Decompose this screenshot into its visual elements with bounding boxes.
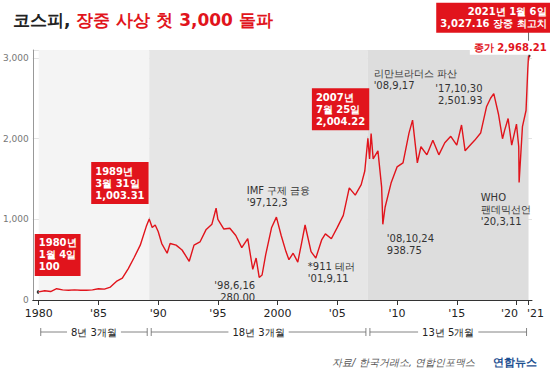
svg-text:코스피,: 코스피, — [13, 10, 70, 30]
svg-text:0: 0 — [23, 295, 29, 305]
svg-text:'20: '20 — [501, 307, 518, 320]
svg-text:13년 5개월: 13년 5개월 — [422, 327, 474, 338]
svg-text:'90: '90 — [150, 307, 167, 320]
svg-text:'15: '15 — [448, 307, 465, 320]
svg-text:'08,9,17: '08,9,17 — [374, 80, 415, 91]
svg-text:WHO: WHO — [481, 192, 506, 203]
svg-text:종가 2,968.21: 종가 2,968.21 — [474, 42, 547, 53]
svg-text:3,000: 3,000 — [3, 53, 29, 63]
svg-text:2,501.93: 2,501.93 — [438, 95, 483, 106]
svg-text:'98,6,16: '98,6,16 — [214, 280, 255, 291]
svg-text:2021년 1월 6일: 2021년 1월 6일 — [468, 6, 547, 17]
svg-text:2,000: 2,000 — [3, 134, 29, 144]
svg-text:1,003.31: 1,003.31 — [95, 190, 144, 201]
svg-text:'97,12,3: '97,12,3 — [247, 197, 288, 208]
svg-text:3월 31일: 3월 31일 — [95, 178, 139, 189]
svg-text:8년 3개월: 8년 3개월 — [71, 327, 117, 338]
svg-text:2007년: 2007년 — [316, 92, 354, 103]
svg-text:장중 사상 첫 3,000 돌파: 장중 사상 첫 3,000 돌파 — [70, 10, 272, 30]
svg-text:2,004.22: 2,004.22 — [316, 116, 365, 127]
svg-text:팬데믹선언: 팬데믹선언 — [481, 204, 531, 215]
svg-text:100: 100 — [39, 261, 60, 272]
svg-text:'10: '10 — [389, 307, 406, 320]
svg-text:IMF 구제 금융: IMF 구제 금융 — [247, 185, 311, 196]
svg-text:280.00: 280.00 — [220, 292, 255, 303]
svg-text:'20,3,11: '20,3,11 — [481, 216, 522, 227]
svg-text:리만브라더스 파산: 리만브라더스 파산 — [374, 68, 457, 79]
svg-text:*911 테러: *911 테러 — [308, 261, 355, 272]
svg-text:'21: '21 — [527, 307, 544, 320]
svg-text:'05: '05 — [329, 307, 346, 320]
svg-text:18년 3개월: 18년 3개월 — [232, 327, 284, 338]
svg-text:1989년: 1989년 — [95, 166, 133, 177]
svg-text:자료/ 한국거래소, 연합인포맥스: 자료/ 한국거래소, 연합인포맥스 — [332, 357, 475, 368]
svg-text:1월 4일: 1월 4일 — [39, 249, 76, 260]
svg-text:1980: 1980 — [25, 307, 53, 320]
svg-text:2000: 2000 — [264, 307, 292, 320]
svg-text:'95: '95 — [209, 307, 226, 320]
svg-text:'01,9,11: '01,9,11 — [308, 273, 349, 284]
svg-text:938.75: 938.75 — [387, 245, 422, 256]
svg-text:1980년: 1980년 — [39, 237, 77, 248]
svg-text:'85: '85 — [90, 307, 107, 320]
svg-text:연합뉴스: 연합뉴스 — [493, 356, 537, 369]
svg-text:1,000: 1,000 — [3, 214, 29, 224]
svg-text:'08,10,24: '08,10,24 — [387, 233, 434, 244]
svg-text:'17,10,30: '17,10,30 — [435, 83, 482, 94]
svg-text:7월 25일: 7월 25일 — [316, 104, 360, 115]
svg-text:3,027.16 장중 최고치: 3,027.16 장중 최고치 — [440, 18, 546, 29]
